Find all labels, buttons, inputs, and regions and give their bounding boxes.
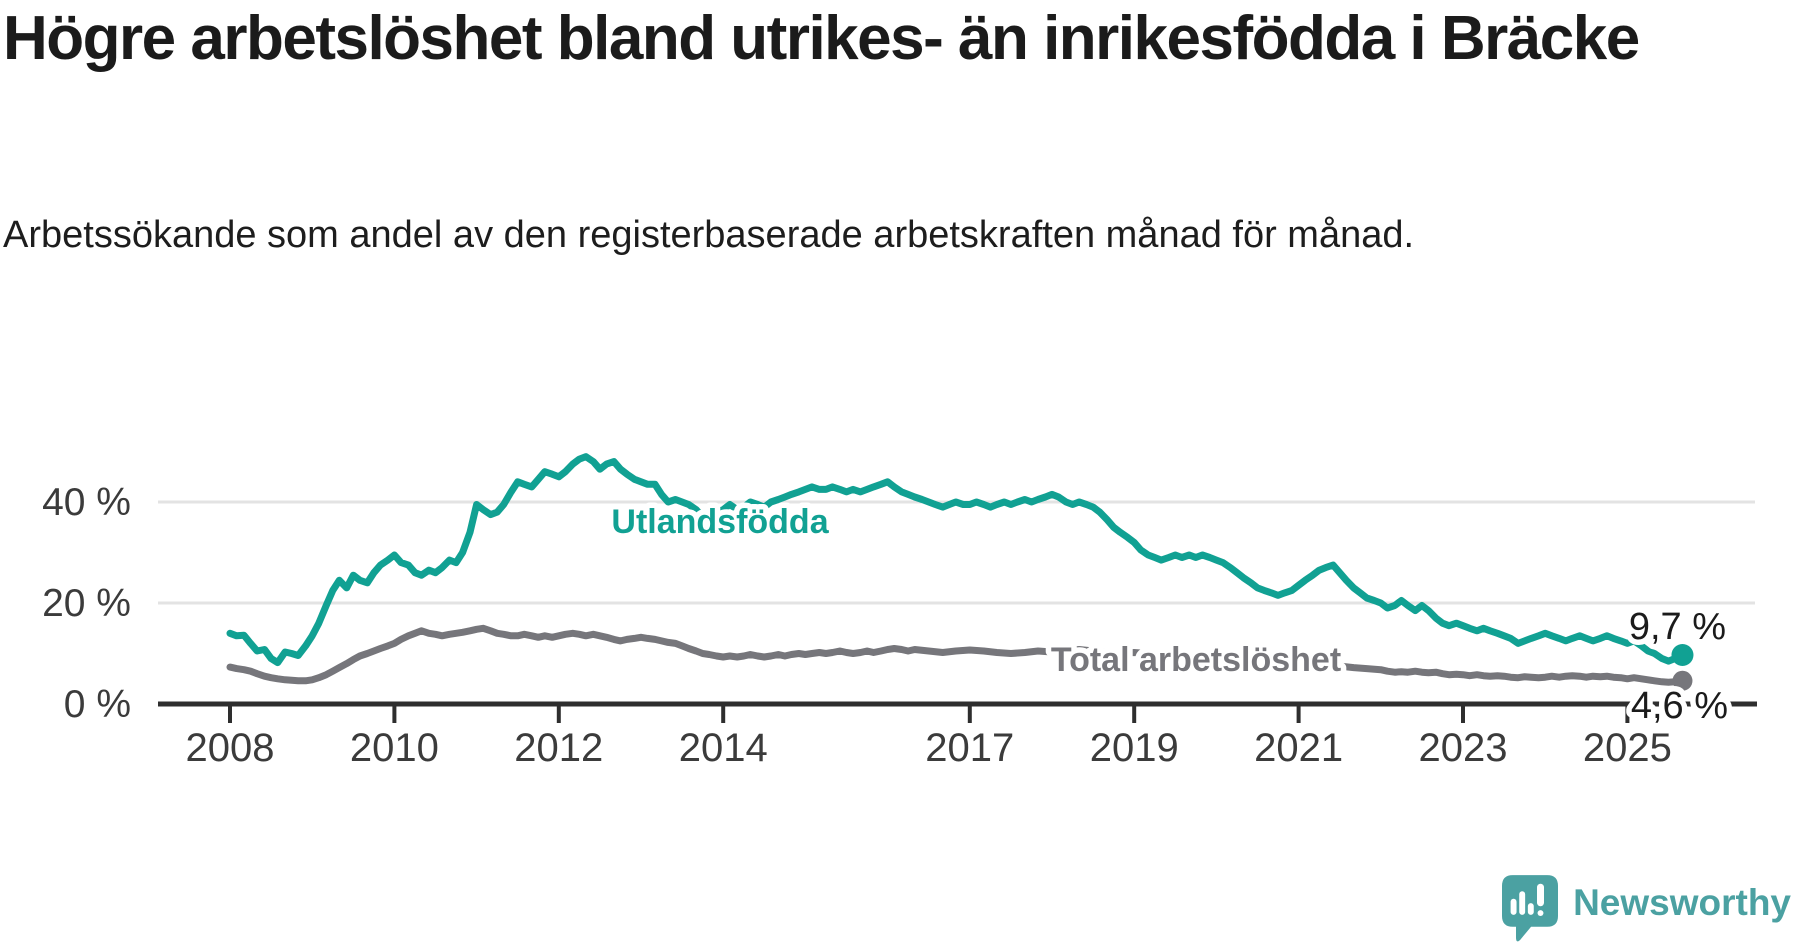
x-tick-label-2025: 2025 (1583, 726, 1672, 770)
series-name-labels-group: Utlandsfödda Total arbetslöshet (606, 498, 1347, 685)
series-label-utlandsfodda: Utlandsfödda (611, 503, 829, 541)
y-tick-label-40: 40 % (42, 481, 131, 524)
end-value-label-utlandsfodda: 9,7 % (1629, 606, 1726, 648)
y-axis-labels-group: 0 % 20 % 40 % (42, 481, 131, 726)
x-tick-label-2008: 2008 (186, 726, 275, 770)
x-axis-labels-group: 2008 2010 2012 2014 2017 2019 2021 2023 2025 (186, 726, 1672, 770)
logo-exclamation-bar (1537, 883, 1545, 907)
end-value-label-total: 4,6 % (1631, 685, 1728, 727)
series-end-value-labels-group: 9,7 % 4,6 % (1623, 601, 1733, 733)
x-tick-label-2017: 2017 (925, 726, 1014, 770)
logo-bar-3 (1527, 903, 1534, 915)
logo-exclamation-dot (1537, 910, 1544, 916)
gridlines-group (158, 500, 1755, 605)
series-end-dot-utlandsfodda (1671, 644, 1694, 667)
x-tick-label-2012: 2012 (514, 726, 603, 770)
x-tick-label-2023: 2023 (1419, 726, 1508, 770)
y-tick-label-20: 20 % (42, 582, 131, 625)
newsworthy-speech-bubble-chart-icon (1502, 875, 1559, 942)
series-end-dot-total (1672, 670, 1693, 691)
series-line-total (226, 624, 1686, 686)
logo-bar-2 (1519, 891, 1526, 915)
x-tick-label-2019: 2019 (1090, 726, 1179, 770)
series-end-dots-group (1671, 644, 1694, 691)
chart-title: Högre arbetslöshet bland utrikes- än inr… (3, 4, 1640, 73)
newsworthy-logo: Newsworthy (1502, 875, 1791, 943)
y-tick-label-0: 0 % (64, 683, 131, 726)
x-tick-label-2014: 2014 (679, 726, 768, 770)
logo-bar-1 (1510, 898, 1517, 915)
series-label-total-arbetsloshet: Total arbetslöshet (1051, 641, 1341, 679)
chart-subtitle: Arbetssökande som andel av den registerb… (3, 214, 1415, 256)
x-tick-label-2021: 2021 (1254, 726, 1343, 770)
x-tick-label-2010: 2010 (350, 726, 439, 770)
series-lines-group (226, 453, 1686, 686)
axis-group (158, 701, 1757, 723)
newsworthy-brand-name: Newsworthy (1573, 881, 1791, 923)
series-line-utlandsfodda (226, 453, 1686, 667)
